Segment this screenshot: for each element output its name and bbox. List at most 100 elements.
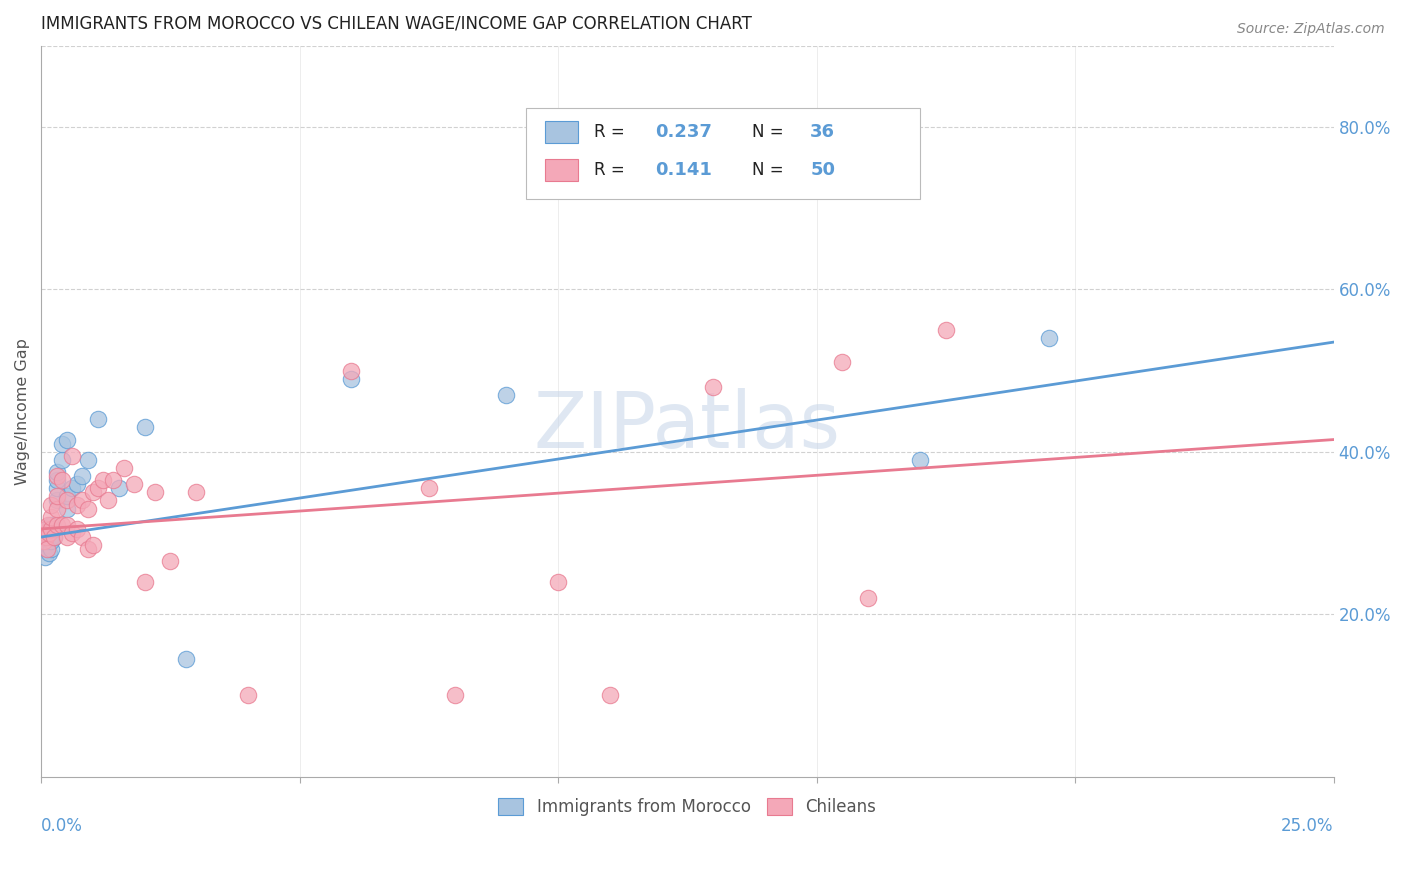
Point: [76, 501, 98, 516]
Point: [72, 469, 94, 483]
Point: [41, 534, 63, 549]
Point: [935, 323, 957, 337]
Point: [159, 554, 181, 568]
Point: [66, 522, 89, 536]
Point: [66, 498, 89, 512]
Point: [97, 493, 120, 508]
Point: [82, 538, 104, 552]
Text: IMMIGRANTS FROM MOROCCO VS CHILEAN WAGE/INCOME GAP CORRELATION CHART: IMMIGRANTS FROM MOROCCO VS CHILEAN WAGE/…: [41, 15, 752, 33]
Point: [56, 490, 79, 504]
Point: [51, 473, 73, 487]
Point: [122, 477, 145, 491]
Point: [56, 501, 79, 516]
Point: [103, 473, 125, 487]
Text: R =: R =: [595, 123, 630, 141]
Point: [72, 530, 94, 544]
Point: [45, 490, 67, 504]
Point: [56, 433, 79, 447]
Point: [908, 453, 931, 467]
Point: [37, 517, 59, 532]
Point: [1038, 331, 1060, 345]
Legend: Immigrants from Morocco, Chileans: Immigrants from Morocco, Chileans: [492, 791, 883, 823]
Point: [236, 689, 259, 703]
Point: [51, 453, 73, 467]
Point: [41, 517, 63, 532]
Point: [37, 538, 59, 552]
Point: [112, 461, 135, 475]
Point: [34, 526, 56, 541]
Point: [45, 469, 67, 483]
Point: [56, 493, 79, 508]
Point: [418, 481, 440, 495]
Point: [45, 517, 67, 532]
Point: [32, 530, 55, 544]
Point: [599, 689, 621, 703]
Text: ZIPatlas: ZIPatlas: [534, 388, 841, 464]
Point: [45, 481, 67, 495]
Point: [56, 517, 79, 532]
Point: [107, 481, 129, 495]
Point: [35, 530, 58, 544]
Text: 0.141: 0.141: [655, 161, 711, 179]
Point: [45, 473, 67, 487]
Point: [38, 534, 60, 549]
Point: [495, 388, 517, 402]
FancyBboxPatch shape: [526, 108, 920, 199]
Text: N =: N =: [752, 161, 789, 179]
Point: [186, 485, 208, 500]
Point: [76, 453, 98, 467]
Point: [51, 436, 73, 450]
Text: 36: 36: [810, 123, 835, 141]
Point: [340, 363, 363, 377]
Text: 0.237: 0.237: [655, 123, 711, 141]
Point: [45, 501, 67, 516]
Point: [91, 473, 114, 487]
Point: [42, 530, 65, 544]
Point: [340, 372, 363, 386]
Point: [42, 522, 65, 536]
Point: [51, 517, 73, 532]
Point: [72, 493, 94, 508]
Point: [60, 526, 83, 541]
Point: [41, 498, 63, 512]
Point: [38, 546, 60, 560]
Point: [56, 530, 79, 544]
Point: [134, 420, 156, 434]
Point: [76, 542, 98, 557]
Point: [45, 465, 67, 479]
Point: [87, 481, 110, 495]
Text: Source: ZipAtlas.com: Source: ZipAtlas.com: [1237, 22, 1385, 37]
FancyBboxPatch shape: [546, 159, 578, 181]
Point: [41, 542, 63, 557]
Text: 0.0%: 0.0%: [41, 817, 83, 835]
Point: [35, 522, 58, 536]
Point: [60, 449, 83, 463]
Point: [45, 493, 67, 508]
Point: [858, 591, 880, 605]
Point: [87, 412, 110, 426]
Point: [32, 534, 55, 549]
Point: [37, 542, 59, 557]
Point: [82, 485, 104, 500]
Point: [38, 526, 60, 541]
Point: [35, 538, 58, 552]
Point: [66, 477, 89, 491]
FancyBboxPatch shape: [546, 121, 578, 143]
Point: [34, 550, 56, 565]
Text: 50: 50: [810, 161, 835, 179]
Point: [547, 574, 569, 589]
Point: [41, 509, 63, 524]
Point: [174, 652, 197, 666]
Point: [702, 380, 724, 394]
Point: [143, 485, 166, 500]
Point: [37, 542, 59, 557]
Y-axis label: Wage/Income Gap: Wage/Income Gap: [15, 338, 30, 484]
Point: [41, 530, 63, 544]
Point: [134, 574, 156, 589]
Point: [443, 689, 465, 703]
Text: R =: R =: [595, 161, 630, 179]
Point: [35, 530, 58, 544]
Point: [60, 481, 83, 495]
Text: N =: N =: [752, 123, 789, 141]
Point: [42, 530, 65, 544]
